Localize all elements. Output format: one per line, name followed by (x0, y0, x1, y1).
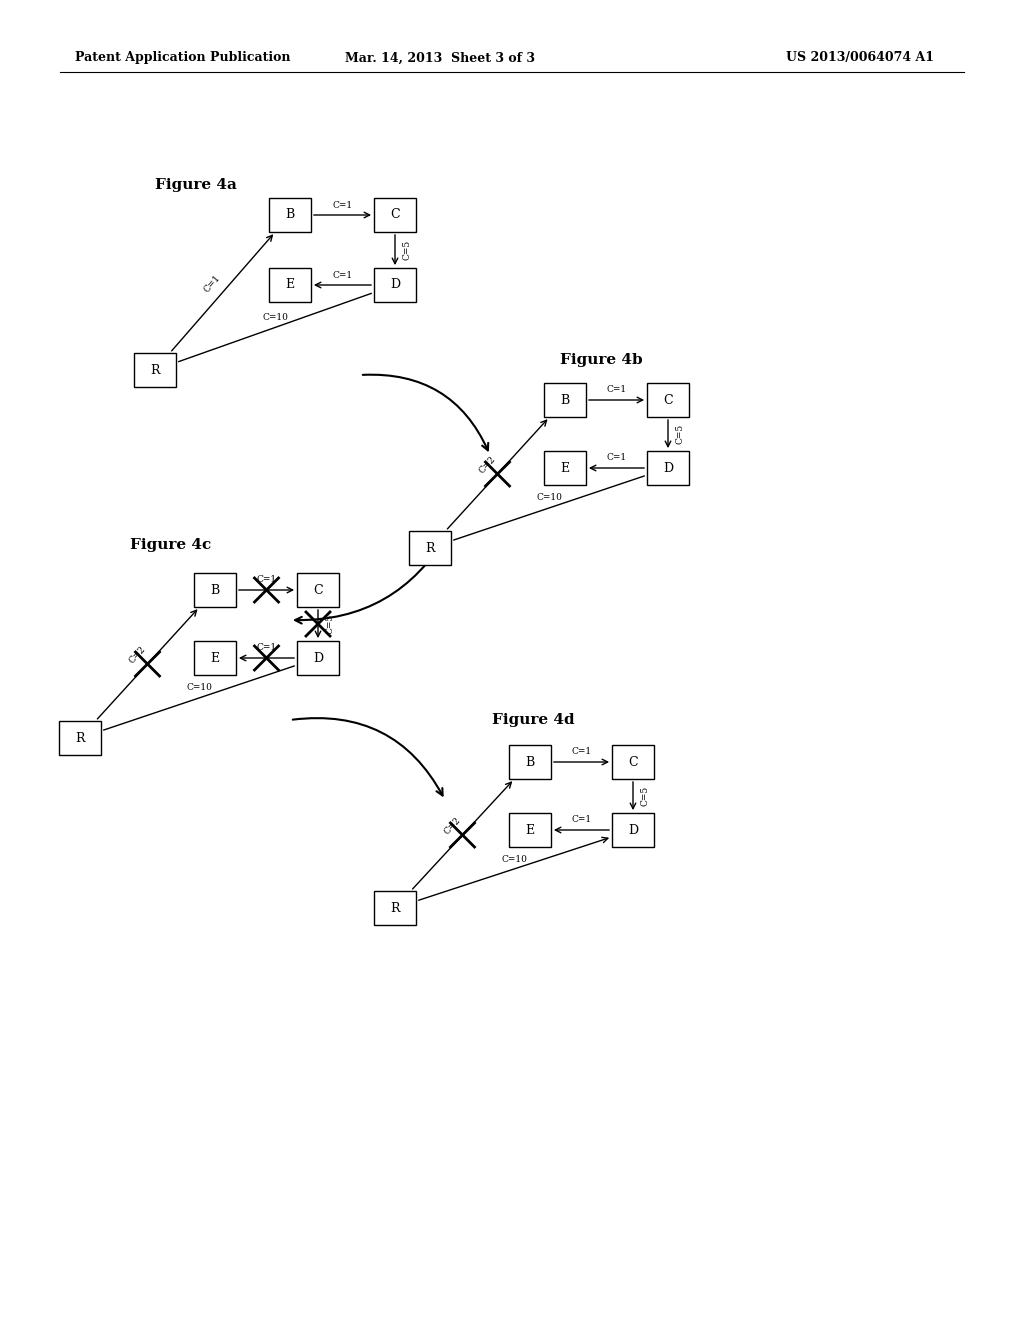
Text: R: R (390, 902, 399, 915)
Bar (509, 744, 551, 779)
Text: C=5: C=5 (326, 614, 335, 634)
Text: C=1: C=1 (333, 201, 352, 210)
Text: R: R (425, 541, 435, 554)
Bar (374, 891, 416, 925)
Text: C=10: C=10 (536, 494, 562, 503)
Text: Figure 4c: Figure 4c (130, 539, 211, 552)
Text: C=1: C=1 (256, 576, 276, 585)
Bar (544, 383, 586, 417)
Bar (374, 198, 416, 232)
Text: C=2: C=2 (127, 644, 147, 665)
Bar (134, 352, 176, 387)
Text: C: C (628, 755, 638, 768)
Bar (59, 721, 101, 755)
Text: Figure 4b: Figure 4b (560, 352, 643, 367)
Text: Patent Application Publication: Patent Application Publication (75, 51, 291, 65)
Text: C=1: C=1 (606, 454, 627, 462)
Text: C=10: C=10 (186, 684, 212, 693)
Text: E: E (560, 462, 569, 474)
Bar (269, 198, 311, 232)
Bar (297, 573, 339, 607)
Text: D: D (663, 462, 673, 474)
Bar (612, 744, 654, 779)
Text: B: B (525, 755, 535, 768)
Bar (374, 268, 416, 302)
Text: Mar. 14, 2013  Sheet 3 of 3: Mar. 14, 2013 Sheet 3 of 3 (345, 51, 536, 65)
Text: C=1: C=1 (256, 644, 276, 652)
Text: C=5: C=5 (402, 240, 412, 260)
Text: C=10: C=10 (262, 313, 288, 322)
Text: D: D (313, 652, 323, 664)
Text: C=1: C=1 (571, 816, 592, 825)
Text: E: E (286, 279, 295, 292)
Text: D: D (628, 824, 638, 837)
Text: C=10: C=10 (501, 854, 527, 863)
Text: C=2: C=2 (477, 454, 498, 475)
Text: B: B (286, 209, 295, 222)
Bar (194, 642, 236, 675)
Text: C=1: C=1 (606, 385, 627, 395)
Text: D: D (390, 279, 400, 292)
Text: C=1: C=1 (202, 273, 222, 294)
Text: R: R (151, 363, 160, 376)
Text: C: C (390, 209, 399, 222)
Bar (297, 642, 339, 675)
Text: C=2: C=2 (442, 814, 462, 836)
Bar (194, 573, 236, 607)
Bar (269, 268, 311, 302)
Text: B: B (560, 393, 569, 407)
Text: US 2013/0064074 A1: US 2013/0064074 A1 (786, 51, 934, 65)
Text: C=5: C=5 (676, 424, 684, 444)
Text: C: C (664, 393, 673, 407)
Text: C=5: C=5 (640, 785, 649, 807)
Bar (647, 383, 689, 417)
Bar (647, 451, 689, 484)
Bar (544, 451, 586, 484)
Text: Figure 4d: Figure 4d (492, 713, 574, 727)
Bar (409, 531, 451, 565)
Text: B: B (210, 583, 219, 597)
Text: E: E (211, 652, 219, 664)
Text: C=1: C=1 (333, 271, 352, 280)
Text: Figure 4a: Figure 4a (155, 178, 237, 191)
Bar (509, 813, 551, 847)
Bar (612, 813, 654, 847)
Text: R: R (75, 731, 85, 744)
Text: C=1: C=1 (571, 747, 592, 756)
Text: C: C (313, 583, 323, 597)
Text: E: E (525, 824, 535, 837)
